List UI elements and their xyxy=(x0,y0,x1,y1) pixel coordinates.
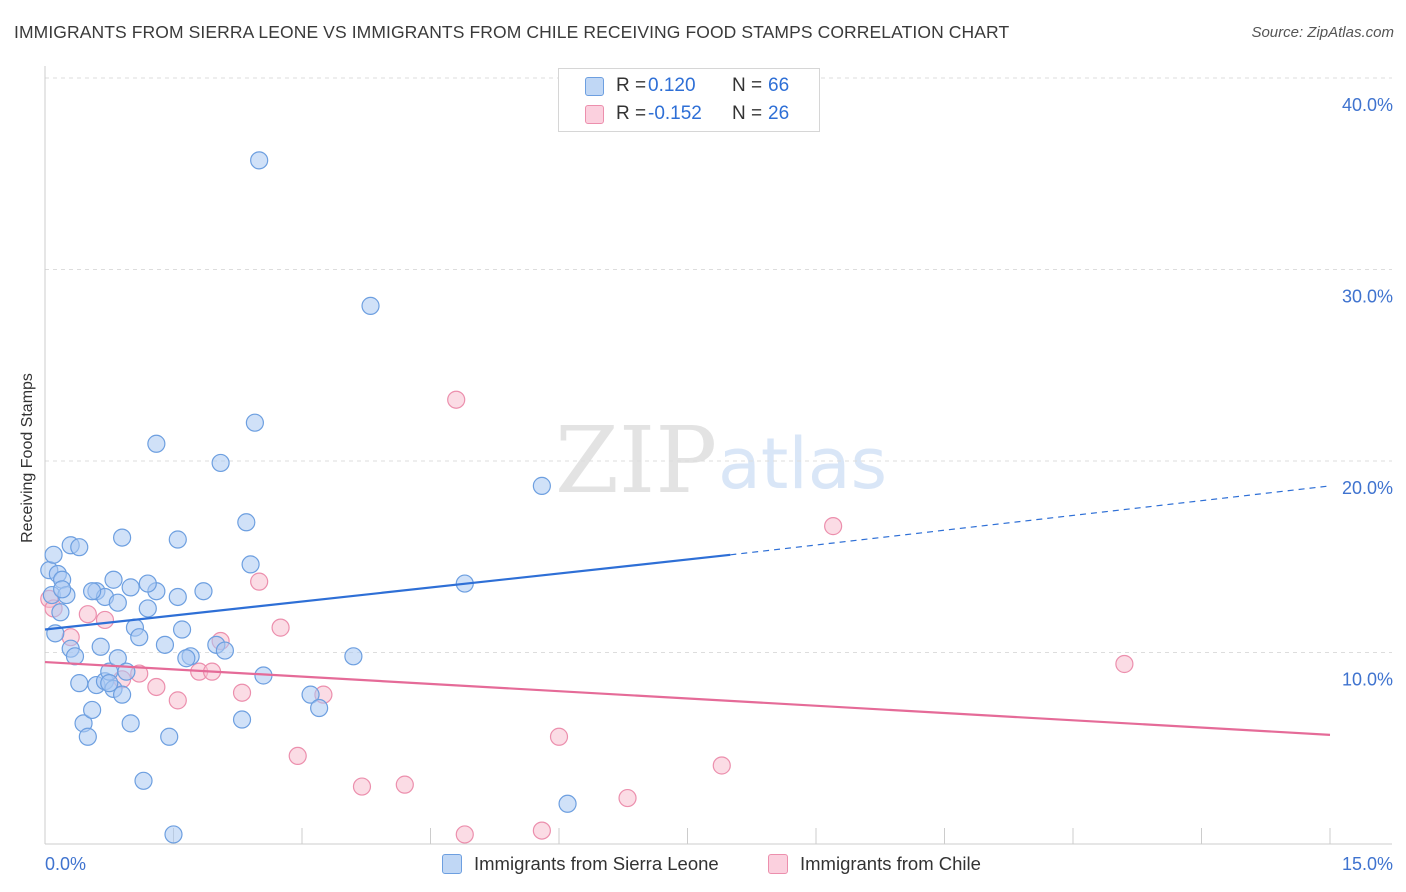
watermark-atlas: atlas xyxy=(718,423,887,505)
legend-swatch-pink xyxy=(585,104,604,124)
legend-swatch-blue xyxy=(442,854,462,874)
data-point-blue xyxy=(177,649,196,668)
legend-label: Immigrants from Chile xyxy=(800,853,981,874)
data-point-blue xyxy=(112,685,132,704)
data-point-pink xyxy=(447,390,466,409)
n-label: N = xyxy=(732,75,763,96)
legend-row-chile: R = -0.152 N = 26 xyxy=(585,102,789,126)
data-point-blue xyxy=(215,641,234,660)
legend-swatch-pink xyxy=(768,854,788,874)
data-point-blue xyxy=(83,582,102,601)
chart-title: IMMIGRANTS FROM SIERRA LEONE VS IMMIGRAN… xyxy=(14,22,1010,42)
data-point-blue xyxy=(160,727,179,746)
data-point-pink xyxy=(147,677,166,697)
watermark-zip: ZIP xyxy=(555,407,717,514)
y-tick-label: 40.0% xyxy=(1342,95,1393,115)
data-point-blue xyxy=(245,413,264,432)
data-point-blue xyxy=(241,555,260,574)
data-point-blue xyxy=(232,710,252,729)
legend-swatch-blue xyxy=(585,76,604,96)
y-tick-label: 30.0% xyxy=(1342,287,1393,307)
data-point-pink xyxy=(1115,654,1134,674)
data-point-blue xyxy=(237,513,256,532)
data-point-blue xyxy=(112,528,132,547)
data-point-blue xyxy=(44,545,63,564)
data-point-blue xyxy=(168,530,187,549)
data-point-blue xyxy=(532,476,551,495)
data-point-pink xyxy=(271,618,290,637)
data-point-blue xyxy=(91,637,110,656)
data-point-blue xyxy=(147,434,166,453)
data-point-blue xyxy=(361,296,380,315)
data-point-blue xyxy=(168,587,187,607)
data-point-pink xyxy=(250,572,269,591)
data-point-blue xyxy=(130,628,149,647)
r-value: -0.152 xyxy=(648,103,702,124)
x-tick-label: 15.0% xyxy=(1342,854,1393,874)
data-point-blue xyxy=(301,685,320,704)
data-point-blue xyxy=(121,714,140,733)
data-point-pink xyxy=(532,821,551,840)
y-tick-label: 20.0% xyxy=(1342,478,1393,498)
n-value: 66 xyxy=(768,75,790,96)
data-point-blue xyxy=(100,674,119,693)
data-point-blue xyxy=(155,635,175,654)
r-value: 0.120 xyxy=(648,75,696,96)
data-point-blue xyxy=(65,647,85,666)
source-label: Source: ZipAtlas.com xyxy=(1251,24,1394,41)
data-point-blue xyxy=(51,603,70,622)
data-point-blue xyxy=(70,538,89,557)
r-label: R = xyxy=(616,75,647,96)
x-tick-label: 0.0% xyxy=(45,854,86,874)
legend-label: Immigrants from Sierra Leone xyxy=(474,853,719,874)
r-label: R = xyxy=(616,103,647,124)
data-point-blue xyxy=(172,620,192,639)
data-point-blue xyxy=(134,771,153,790)
data-point-blue xyxy=(138,574,157,593)
data-point-blue xyxy=(558,794,577,813)
data-point-blue xyxy=(250,151,269,170)
data-point-blue xyxy=(121,578,140,597)
data-point-blue xyxy=(344,647,363,666)
data-point-blue xyxy=(108,593,127,612)
legend-row-sierra-leone: R = 0.120 N = 66 xyxy=(585,74,789,98)
n-label: N = xyxy=(732,103,763,124)
data-point-pink xyxy=(232,683,252,702)
data-point-pink xyxy=(712,756,731,775)
trend-line-sierra-leone-projection xyxy=(730,485,1331,556)
correlation-legend: R = 0.120 N = 66 R = -0.152 N = 26 xyxy=(558,68,820,132)
data-point-blue xyxy=(104,570,123,589)
data-point-pink xyxy=(168,691,187,710)
data-point-pink xyxy=(288,746,307,766)
data-point-blue xyxy=(138,599,157,618)
trend-line-chile xyxy=(44,660,1331,736)
data-point-blue xyxy=(211,453,230,473)
data-point-blue xyxy=(310,698,329,718)
legend-item-sierra-leone: Immigrants from Sierra Leone xyxy=(442,852,719,876)
data-point-blue xyxy=(53,580,72,599)
data-point-pink xyxy=(395,775,414,794)
data-point-pink xyxy=(95,610,115,630)
data-point-pink xyxy=(618,788,637,808)
n-value: 26 xyxy=(768,103,790,124)
legend-item-chile: Immigrants from Chile xyxy=(768,852,981,876)
data-point-blue xyxy=(70,674,89,693)
data-point-pink xyxy=(824,517,843,536)
data-point-blue xyxy=(194,582,213,601)
trend-line-sierra-leone xyxy=(44,553,731,631)
data-point-pink xyxy=(549,727,569,746)
data-point-blue xyxy=(83,700,102,720)
data-point-pink xyxy=(352,777,372,796)
data-point-pink xyxy=(78,605,97,624)
y-tick-label: 10.0% xyxy=(1342,670,1393,690)
data-point-blue xyxy=(78,727,97,746)
data-point-pink xyxy=(455,825,474,844)
data-point-blue xyxy=(164,825,183,844)
